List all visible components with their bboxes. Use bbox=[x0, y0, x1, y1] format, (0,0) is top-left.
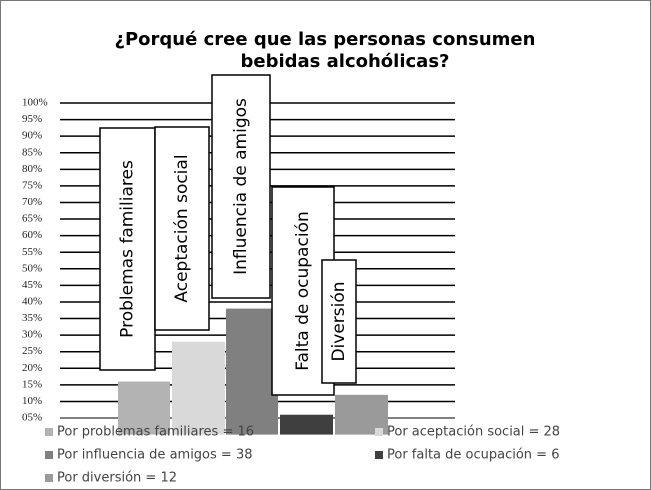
bar bbox=[335, 394, 388, 435]
legend-swatch bbox=[45, 451, 53, 459]
y-tick-label: 15% bbox=[22, 378, 42, 390]
y-tick-label: 40% bbox=[22, 295, 42, 307]
chart-title: bebidas alcohólicas? bbox=[240, 51, 449, 72]
y-tick-label: 70% bbox=[22, 196, 42, 208]
legend-label: Por diversión = 12 bbox=[57, 471, 177, 486]
bars bbox=[118, 308, 388, 435]
category-label: Problemas familiares bbox=[118, 160, 138, 338]
annotation-box bbox=[154, 126, 210, 331]
y-tick-label: 10% bbox=[22, 395, 42, 407]
y-tick-label: 20% bbox=[22, 362, 42, 374]
y-tick-label: 30% bbox=[22, 329, 42, 341]
y-tick-label: 80% bbox=[22, 163, 42, 175]
legend: Por problemas familiares = 16 Por aceptac… bbox=[45, 425, 560, 486]
bar bbox=[118, 381, 170, 435]
annotation-box bbox=[99, 127, 156, 371]
legend-swatch bbox=[375, 451, 383, 459]
legend-label: Por problemas familiares = 16 bbox=[57, 425, 254, 440]
bar bbox=[172, 341, 225, 435]
category-label: Aceptación social bbox=[172, 154, 192, 302]
y-tick-label: 35% bbox=[22, 312, 42, 324]
category-label: Falta de ocupación bbox=[293, 211, 313, 370]
y-tick-label: 95% bbox=[22, 113, 42, 125]
y-tick-label: 45% bbox=[22, 279, 42, 291]
legend-label: Por falta de ocupación = 6 bbox=[387, 448, 559, 463]
y-tick-label: 65% bbox=[22, 213, 42, 225]
y-tick-label: 90% bbox=[22, 130, 42, 142]
category-label: Diversión bbox=[329, 281, 349, 361]
annotations: Problemas familiares Aceptación social Inf… bbox=[99, 74, 357, 396]
bar bbox=[226, 308, 278, 435]
y-tick-label: 85% bbox=[22, 146, 42, 158]
y-tick-label: 25% bbox=[22, 345, 42, 357]
y-tick-label: 55% bbox=[22, 246, 42, 258]
legend-label: Por aceptación social = 28 bbox=[387, 425, 560, 440]
y-tick-label: 75% bbox=[22, 179, 42, 191]
annotation-box bbox=[211, 74, 271, 299]
category-label: Influencia de amigos bbox=[231, 98, 251, 275]
legend-swatch bbox=[45, 474, 53, 482]
y-tick-label: 60% bbox=[22, 229, 42, 241]
legend-swatch bbox=[375, 428, 383, 436]
legend-label: Por influencia de amigos = 38 bbox=[57, 448, 252, 463]
chart-title: ¿Porqué cree que las personas consumen bbox=[115, 29, 536, 50]
bar bbox=[280, 414, 333, 435]
annotation-box bbox=[321, 259, 357, 384]
y-tick-label: 50% bbox=[22, 262, 42, 274]
legend-swatch bbox=[45, 428, 53, 436]
y-tick-label: 05% bbox=[22, 412, 42, 424]
y-tick-label: 100% bbox=[22, 97, 48, 109]
